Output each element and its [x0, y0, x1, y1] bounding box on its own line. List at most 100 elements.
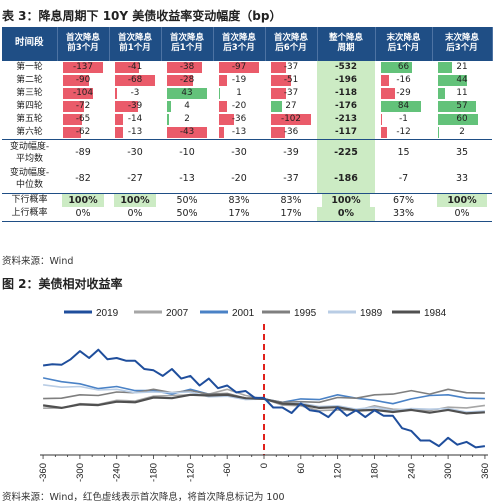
table-cell: 2 — [161, 113, 213, 126]
cell-value: -65 — [75, 113, 91, 124]
cell-value: -36 — [231, 113, 247, 124]
row-label: 变动幅度- 中位数 — [2, 166, 57, 193]
cell-value: 21 — [456, 61, 468, 72]
positive-bar — [438, 74, 468, 86]
table-cell: 43 — [161, 87, 213, 100]
table-cell: -118 — [317, 86, 375, 100]
cell-value: 100% — [437, 193, 487, 207]
cell-value: -13 — [231, 126, 247, 137]
table-cell: 2 — [432, 126, 492, 140]
probability-row: 上行概率 0% 0% 50% 17% 17% 0% 33% 0% — [2, 207, 492, 222]
table-row: 第一轮 -137 -41 -38 -97 -37 -532 66 21 — [2, 59, 492, 74]
positive-bar — [438, 100, 476, 112]
negative-bar — [63, 113, 82, 125]
table-cell: -36 — [265, 126, 317, 140]
cell-value: -104 — [73, 87, 93, 98]
cell-value: -90 — [75, 74, 91, 85]
table-row: 第六轮 -62 -13 -43 -13 -36 -117 -12 2 — [2, 125, 492, 140]
table-cell: -41 — [109, 59, 161, 74]
table-cell: -7 — [398, 173, 409, 185]
table-cell: -12 — [375, 126, 432, 140]
negative-bar — [115, 87, 117, 99]
cell-value: -43 — [179, 126, 195, 137]
cell-value: -1 — [399, 113, 408, 124]
legend-label: 2001 — [232, 308, 255, 319]
cell-value: -532 — [334, 61, 357, 72]
cell-value: 60 — [456, 113, 468, 124]
table-cell: -186 — [317, 166, 375, 193]
table-cell: -13 — [109, 126, 161, 140]
table-row: 第四轮 -72 -39 4 -20 27 -176 84 57 — [2, 99, 492, 113]
column-header: 首次降息 后1个月 — [161, 27, 214, 60]
cell-value: 4 — [184, 100, 190, 111]
table-cell: -39 — [109, 100, 161, 113]
negative-bar — [271, 87, 286, 99]
table-cell: -36 — [213, 113, 265, 126]
cell-value: -37 — [283, 61, 299, 72]
x-tick-label: -240 — [112, 463, 123, 482]
row-label: 变动幅度- 平均数 — [2, 138, 57, 166]
column-header: 末次降息 后1个月 — [375, 27, 433, 60]
table-cell: -1 — [375, 113, 432, 126]
table-cell: 100% — [109, 192, 161, 207]
positive-bar — [167, 113, 169, 125]
cell-value: -3 — [130, 87, 140, 98]
table-source: 资料来源：Wind — [2, 256, 74, 267]
table-cell: 15 — [375, 138, 432, 166]
figure-source: 资料来源：Wind，红色虚线表示首次降息，将首次降息标记为 100 — [2, 492, 285, 503]
row-label: 下行概率 — [2, 192, 57, 207]
cell-value: 100% — [322, 193, 370, 207]
row-label: 第四轮 — [16, 100, 43, 111]
negative-bar — [115, 113, 124, 125]
negative-bar — [219, 126, 225, 138]
table-cell: -196 — [317, 73, 375, 87]
table-cell: -90 — [57, 74, 109, 87]
cell-value: -117 — [334, 126, 357, 137]
table-cell: -225 — [317, 138, 375, 166]
positive-bar — [381, 61, 413, 73]
table-cell: 0% — [57, 207, 109, 222]
table-cell: 21 — [432, 59, 492, 74]
x-tick-label: -360 — [38, 463, 49, 482]
table-cell: -532 — [317, 59, 375, 74]
probability-row: 下行概率 100% 100% 50% 83% 83% 100% 67% 100% — [2, 192, 492, 207]
table-cell: 27 — [265, 100, 317, 113]
positive-bar — [167, 87, 207, 99]
cell-value: -14 — [127, 113, 143, 124]
cell-value: -62 — [75, 126, 91, 137]
cell-value: -97 — [231, 61, 247, 72]
row-label-line: 变动幅度- — [9, 168, 50, 179]
row-label-line: 变动幅度- — [9, 141, 50, 152]
table-cell: -102 — [265, 113, 317, 126]
cell-value: -28 — [179, 74, 195, 85]
table-cell: -37 — [265, 59, 317, 74]
table-cell: -29 — [375, 87, 432, 100]
positive-bar — [271, 100, 282, 112]
table-cell: 17% — [213, 207, 265, 222]
table-cell: 100% — [57, 192, 109, 207]
cell-value: 100% — [62, 193, 104, 207]
negative-bar — [219, 74, 227, 86]
table-row: 第二轮 -90 -68 -28 -19 -51 -196 -16 44 — [2, 73, 492, 87]
cell-value: -36 — [283, 126, 299, 137]
negative-bar — [63, 61, 103, 73]
table-cell: -27 — [127, 173, 143, 185]
figure-caption: 图 2：美债相对收益率 — [2, 277, 123, 291]
negative-bar — [115, 74, 155, 86]
table-cell: 60 — [432, 113, 492, 126]
cell-value: 2 — [459, 126, 465, 137]
negative-bar — [115, 126, 123, 138]
table-cell: -89 — [57, 138, 109, 166]
table-cell: -137 — [57, 59, 109, 74]
cell-value: -13 — [127, 126, 143, 137]
table-cell: -176 — [317, 99, 375, 113]
table-cell: -43 — [161, 126, 213, 140]
positive-bar — [167, 100, 171, 112]
column-header: 末次降息 后3个月 — [432, 27, 493, 60]
table-cell: -20 — [231, 173, 247, 185]
table-cell: -38 — [161, 59, 213, 74]
cell-value: 66 — [397, 61, 410, 72]
table-cell: 0% — [317, 207, 375, 222]
negative-bar — [271, 74, 291, 86]
relative-yield-chart: 2019 2007 2001 1995 1989 1984 -360 -300 -240 -180… — [38, 308, 491, 482]
